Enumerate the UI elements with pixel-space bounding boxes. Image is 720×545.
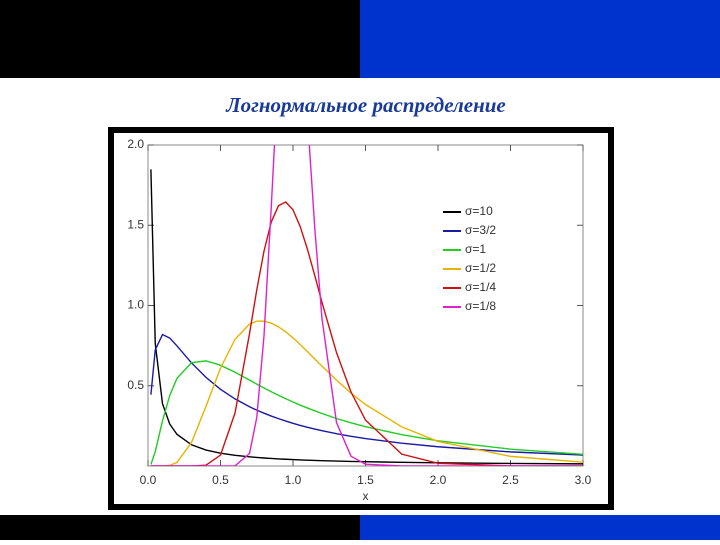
x-tick-label: 1.0 xyxy=(285,473,302,487)
legend-label: σ=1/2 xyxy=(465,261,496,275)
series-line xyxy=(150,320,583,466)
x-tick-label: 0.0 xyxy=(140,473,157,487)
legend-label: σ=1 xyxy=(465,242,486,256)
chart-background xyxy=(114,133,608,504)
bottom-bar-right xyxy=(360,515,720,540)
series-line xyxy=(150,201,583,466)
legend-label: σ=3/2 xyxy=(465,223,496,237)
series-line xyxy=(150,360,583,465)
series-line xyxy=(150,145,583,466)
top-bar-left xyxy=(0,0,360,78)
legend-label: σ=1/8 xyxy=(465,299,496,313)
top-bar-right xyxy=(360,0,720,78)
x-axis-label: x xyxy=(363,489,369,503)
plot-area xyxy=(150,145,583,466)
y-tick-label: 1.0 xyxy=(127,298,144,312)
x-tick-label: 2.0 xyxy=(430,473,447,487)
bottom-bar-left xyxy=(0,515,360,540)
x-tick-label: 1.5 xyxy=(357,473,374,487)
legend-label: σ=10 xyxy=(465,204,493,218)
y-tick-label: 1.5 xyxy=(127,217,144,231)
x-tick-label: 0.5 xyxy=(212,473,229,487)
x-tick-label: 2.5 xyxy=(502,473,519,487)
y-tick-label: 0.5 xyxy=(127,378,144,392)
x-tick-label: 3.0 xyxy=(575,473,592,487)
y-tick-label: 2.0 xyxy=(127,137,144,151)
series-line xyxy=(150,333,583,456)
legend-label: σ=1/4 xyxy=(465,280,496,294)
chart-title: Логнормальное распределение xyxy=(225,93,506,117)
